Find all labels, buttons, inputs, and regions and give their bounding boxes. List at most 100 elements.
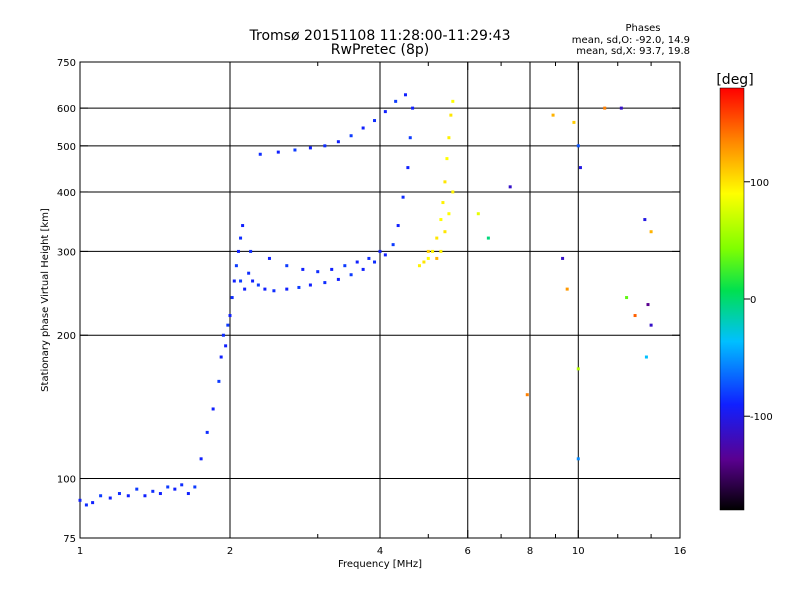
data-point [301, 267, 305, 271]
data-point [232, 279, 236, 283]
data-point [236, 249, 240, 253]
data-point [565, 287, 569, 291]
data-point [158, 492, 162, 496]
y-tick-label: 300 [57, 247, 76, 258]
series-X [417, 99, 455, 268]
data-points [78, 93, 653, 507]
data-point [108, 496, 112, 500]
data-point [336, 277, 340, 281]
data-point [211, 407, 215, 411]
colorbar-label: [deg] [716, 72, 753, 88]
data-point [323, 144, 327, 148]
stats-heading: Phases [625, 23, 660, 34]
chart-title: Tromsø 20151108 11:28:00-11:29:43 [249, 28, 511, 44]
data-point [99, 494, 103, 498]
data-point [186, 492, 190, 496]
data-point [403, 93, 407, 97]
data-point [166, 485, 170, 489]
data-point [649, 323, 653, 327]
data-point [603, 106, 607, 110]
data-point [180, 483, 184, 487]
data-point [578, 166, 582, 170]
data-point [394, 99, 398, 103]
x-axis-label: Frequency [MHz] [338, 559, 422, 570]
y-tick-label: 100 [57, 475, 76, 486]
data-point [217, 379, 221, 383]
y-tick-label: 750 [57, 58, 76, 69]
data-point [373, 119, 377, 123]
data-point [447, 136, 451, 140]
data-point [401, 195, 405, 199]
data-point [239, 236, 243, 240]
data-point [247, 271, 251, 275]
data-point [445, 157, 449, 161]
data-point [643, 218, 647, 222]
series-O [78, 93, 415, 507]
data-point [143, 494, 147, 498]
data-point [308, 283, 312, 287]
plot-grid [80, 62, 680, 538]
data-point [435, 256, 439, 260]
data-point [276, 150, 280, 154]
axis-ticks: 1 2 4 6 8 10 16 75 100 200 300 400 500 600 750 [57, 58, 686, 557]
data-point [230, 296, 234, 300]
data-point [406, 166, 410, 170]
data-point [173, 487, 177, 491]
data-point [439, 218, 443, 222]
data-point [221, 333, 225, 337]
data-point [226, 323, 230, 327]
data-point [293, 148, 297, 152]
data-point [224, 344, 228, 348]
colorbar-tick-label: -100 [750, 412, 773, 423]
data-point [193, 485, 197, 489]
y-tick-label: 600 [57, 104, 76, 115]
x-tick-label: 1 [77, 546, 83, 557]
x-tick-label: 2 [227, 546, 233, 557]
data-point [486, 236, 490, 240]
data-point [251, 279, 255, 283]
data-point [417, 264, 421, 268]
data-point [349, 273, 353, 277]
data-point [391, 243, 395, 247]
data-point [84, 503, 88, 507]
data-point [241, 224, 245, 228]
data-point [439, 249, 443, 253]
x-tick-label: 8 [527, 546, 533, 557]
data-point [316, 270, 320, 274]
data-point [443, 230, 447, 234]
data-point [256, 283, 260, 287]
stats-line-x: mean, sd,X: 93.7, 19.8 [576, 46, 690, 57]
data-point [78, 498, 82, 502]
data-point [355, 260, 359, 264]
data-point [619, 106, 623, 110]
data-point [219, 355, 223, 359]
data-point [297, 285, 301, 289]
y-tick-label: 200 [57, 331, 76, 342]
data-point [426, 256, 430, 260]
data-point [561, 256, 565, 260]
data-point [135, 487, 139, 491]
chart-subtitle: RwPretec (8p) [331, 42, 429, 58]
data-point [411, 106, 415, 110]
data-point [551, 113, 555, 117]
data-point [431, 249, 435, 253]
data-point [323, 281, 327, 285]
data-point [443, 180, 447, 184]
data-point [373, 260, 377, 264]
data-point [330, 267, 334, 271]
data-point [199, 457, 203, 461]
data-point [378, 249, 382, 253]
data-point [285, 287, 289, 291]
data-point [151, 489, 155, 493]
data-point [383, 110, 387, 114]
data-point [205, 430, 209, 434]
y-tick-label: 400 [57, 188, 76, 199]
data-point [447, 212, 451, 216]
data-point [361, 267, 365, 271]
data-point [422, 260, 426, 264]
data-point [396, 224, 400, 228]
colorbar-tick-label: 0 [750, 295, 756, 306]
data-point [476, 212, 480, 216]
data-point [451, 190, 455, 194]
data-point [408, 136, 412, 140]
